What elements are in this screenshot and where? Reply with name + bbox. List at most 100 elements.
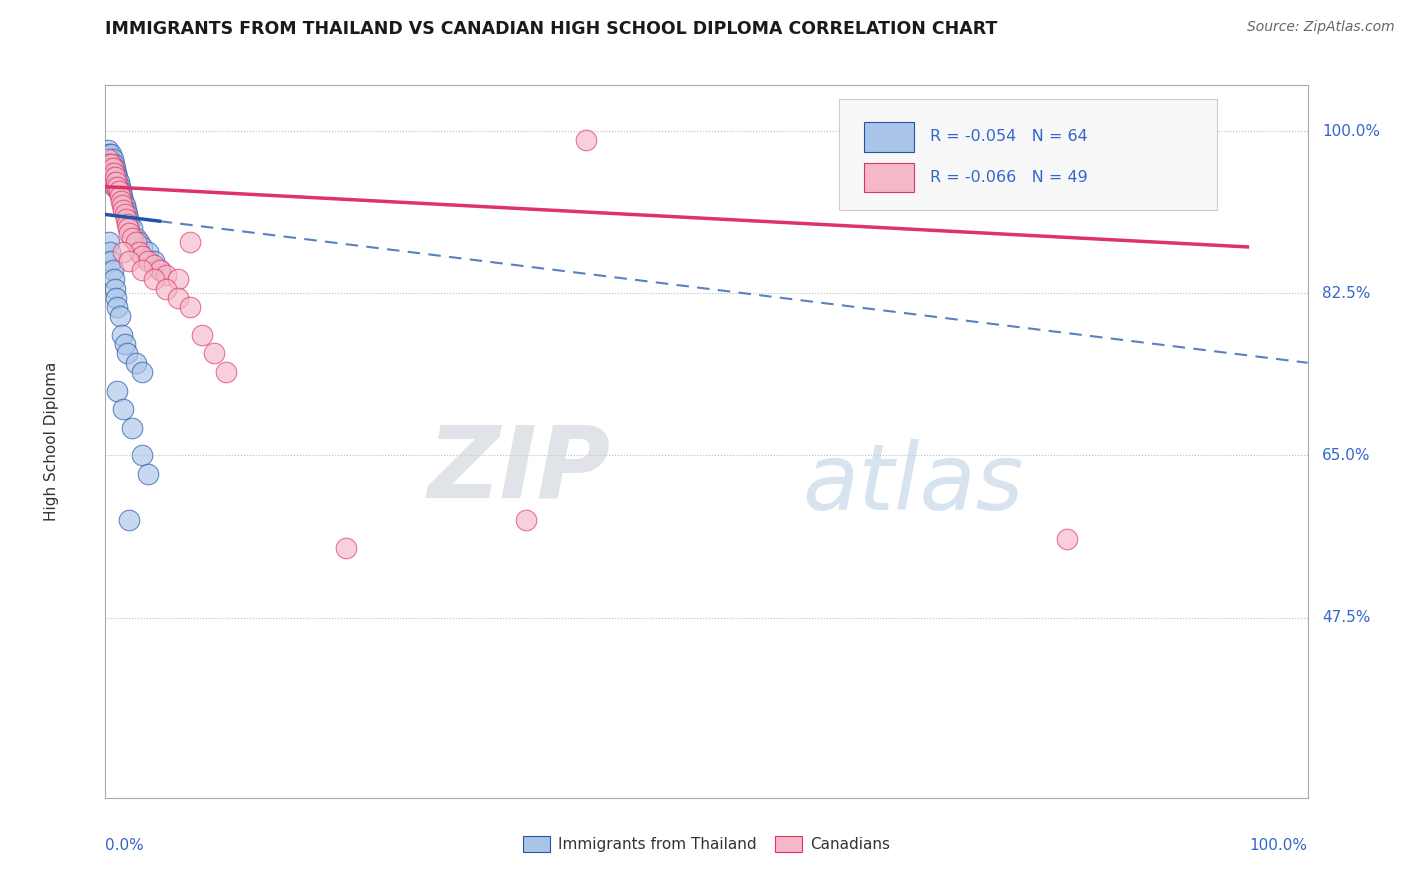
Text: IMMIGRANTS FROM THAILAND VS CANADIAN HIGH SCHOOL DIPLOMA CORRELATION CHART: IMMIGRANTS FROM THAILAND VS CANADIAN HIG… xyxy=(105,20,998,37)
Point xyxy=(107,184,129,198)
Point xyxy=(108,179,131,194)
Point xyxy=(98,244,121,259)
Point xyxy=(214,365,236,379)
Point xyxy=(98,161,121,176)
Point xyxy=(104,161,127,176)
Point xyxy=(136,467,159,481)
Point xyxy=(98,166,121,180)
Point xyxy=(335,541,357,555)
Text: R = -0.066   N = 49: R = -0.066 N = 49 xyxy=(931,170,1088,185)
Point xyxy=(97,152,120,166)
Legend: Immigrants from Thailand, Canadians: Immigrants from Thailand, Canadians xyxy=(517,830,896,858)
Point xyxy=(112,402,135,417)
Point xyxy=(100,147,122,161)
Point xyxy=(97,161,120,176)
Point xyxy=(148,263,170,277)
Point xyxy=(98,166,121,180)
Point xyxy=(98,170,121,185)
Text: Source: ZipAtlas.com: Source: ZipAtlas.com xyxy=(1247,20,1395,34)
Point xyxy=(100,175,122,189)
Point xyxy=(190,328,212,343)
Point xyxy=(128,235,150,250)
Point xyxy=(105,175,128,189)
Point xyxy=(112,194,135,208)
Point xyxy=(1056,532,1078,546)
Point xyxy=(98,156,121,170)
Point xyxy=(112,202,135,217)
Point xyxy=(142,253,165,268)
Point xyxy=(104,170,127,185)
Point xyxy=(97,143,120,157)
Point xyxy=(128,244,150,259)
Point xyxy=(108,310,131,324)
Text: High School Diploma: High School Diploma xyxy=(44,362,59,521)
Point xyxy=(107,184,129,198)
Point xyxy=(105,291,128,305)
Point xyxy=(110,184,132,198)
Point xyxy=(148,263,170,277)
Point xyxy=(98,235,121,250)
Text: 82.5%: 82.5% xyxy=(1322,285,1371,301)
Point xyxy=(100,253,122,268)
Point xyxy=(103,272,125,286)
Point xyxy=(136,244,159,259)
Text: 65.0%: 65.0% xyxy=(1322,448,1371,463)
Point xyxy=(107,170,129,185)
Point xyxy=(98,161,121,176)
Point xyxy=(115,212,138,227)
Point xyxy=(103,175,125,189)
Point xyxy=(105,166,128,180)
Point xyxy=(98,152,121,166)
Point xyxy=(103,166,125,180)
Point xyxy=(118,513,141,527)
Text: atlas: atlas xyxy=(803,440,1024,529)
Point xyxy=(108,189,131,203)
Point xyxy=(118,253,141,268)
Point xyxy=(131,249,153,263)
Point xyxy=(112,244,135,259)
Point xyxy=(101,170,124,185)
Point xyxy=(117,212,139,227)
Point xyxy=(100,166,122,180)
Text: 47.5%: 47.5% xyxy=(1322,610,1371,625)
Point xyxy=(179,300,201,314)
Point xyxy=(110,194,132,208)
Point xyxy=(103,166,125,180)
Point xyxy=(101,152,124,166)
Point xyxy=(103,156,125,170)
Point xyxy=(142,272,165,286)
Point xyxy=(124,235,146,250)
Point xyxy=(115,202,138,217)
Point xyxy=(155,282,177,296)
Point xyxy=(136,253,159,268)
Point xyxy=(107,179,129,194)
Point xyxy=(101,161,124,176)
Point xyxy=(166,272,188,286)
Point xyxy=(100,166,122,180)
Point xyxy=(100,156,122,170)
Point xyxy=(575,133,598,147)
Point xyxy=(98,156,121,170)
Point xyxy=(107,179,129,194)
Point xyxy=(117,221,139,235)
Point xyxy=(111,328,134,343)
Point xyxy=(101,170,124,185)
Point xyxy=(179,235,201,250)
Point xyxy=(114,198,136,212)
Point xyxy=(121,221,143,235)
Point xyxy=(104,179,127,194)
Point xyxy=(98,147,121,161)
Point xyxy=(515,513,537,527)
Point xyxy=(121,230,143,244)
Point xyxy=(114,337,136,351)
Point xyxy=(105,175,128,189)
Point xyxy=(118,226,141,240)
Point xyxy=(98,175,121,189)
Point xyxy=(155,268,177,282)
FancyBboxPatch shape xyxy=(865,162,914,193)
Point xyxy=(124,356,146,370)
Point xyxy=(142,259,165,273)
Point xyxy=(131,365,153,379)
Point xyxy=(114,207,136,221)
Point xyxy=(111,198,134,212)
